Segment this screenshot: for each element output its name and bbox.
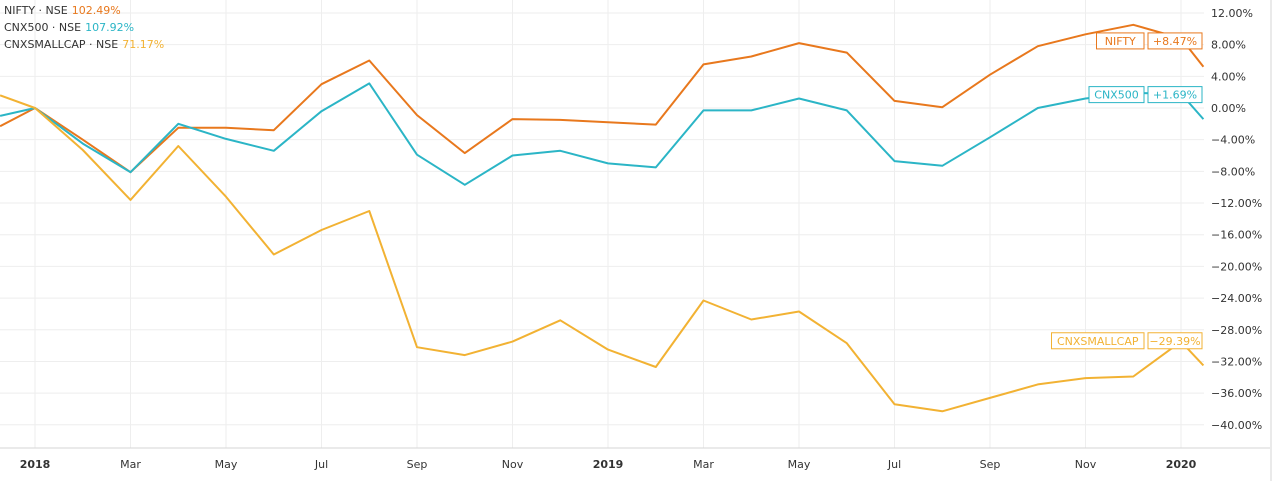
legend-name: CNXSMALLCAP · NSE [4,38,119,51]
series-value-label-box [1147,32,1203,50]
y-tick-label: −24.00% [1211,292,1262,305]
x-tick-label: 2019 [593,458,624,471]
legend-value: 102.49% [71,4,121,17]
y-tick-label: −16.00% [1211,229,1262,242]
y-tick-label: −36.00% [1211,387,1262,400]
legend-value: 107.92% [85,21,135,34]
x-tick-label: 2020 [1166,458,1197,471]
y-tick-label: −8.00% [1211,165,1255,178]
series-line-cnxsmallcap[interactable] [0,94,1205,413]
x-tick-label: Sep [407,458,428,471]
x-tick-label: Jul [887,458,901,471]
series-value-label-box [1147,86,1203,104]
x-tick-label: Mar [693,458,714,471]
x-tick-label: Jul [314,458,328,471]
legend-name: NIFTY · NSE [4,4,68,17]
legend-item-cnx500[interactable]: CNX500 · NSE 107.92% [4,19,164,36]
y-tick-label: 4.00% [1211,70,1246,83]
y-tick-label: −40.00% [1211,419,1262,432]
series-value-label: +1.69% [1153,89,1197,102]
series-name-label: CNX500 [1094,89,1138,102]
series-name-label-box [1096,32,1145,50]
y-tick-label: −28.00% [1211,324,1262,337]
x-tick-label: 2018 [20,458,51,471]
y-tick-label: 0.00% [1211,102,1246,115]
series-line-nifty[interactable] [0,23,1205,174]
y-tick-label: −20.00% [1211,260,1262,273]
series-value-label-box [1147,332,1203,350]
legend-value: 71.17% [122,38,165,51]
x-tick-label: Nov [502,458,524,471]
legend-item-nifty[interactable]: NIFTY · NSE 102.49% [4,2,164,19]
legend-name: CNX500 · NSE [4,21,82,34]
series-value-label: −29.39% [1149,335,1200,348]
y-tick-label: 8.00% [1211,39,1246,52]
x-tick-label: Nov [1075,458,1097,471]
y-tick-label: −4.00% [1211,134,1255,147]
x-tick-label: May [215,458,238,471]
series-value-label: +8.47% [1153,35,1197,48]
series-name-label: CNXSMALLCAP [1057,335,1139,348]
y-tick-label: 12.00% [1211,7,1253,20]
x-tick-label: Mar [120,458,141,471]
series-name-label-box [1088,86,1145,104]
series-line-cnx500[interactable] [0,82,1205,186]
series-name-label: NIFTY [1105,35,1136,48]
x-tick-label: Sep [980,458,1001,471]
y-tick-label: −12.00% [1211,197,1262,210]
legend: NIFTY · NSE 102.49% CNX500 · NSE 107.92% C… [4,2,164,53]
y-tick-label: −32.00% [1211,355,1262,368]
series-name-label-box [1051,332,1145,350]
x-tick-label: May [788,458,811,471]
legend-item-smallcap[interactable]: CNXSMALLCAP · NSE 71.17% [4,36,164,53]
